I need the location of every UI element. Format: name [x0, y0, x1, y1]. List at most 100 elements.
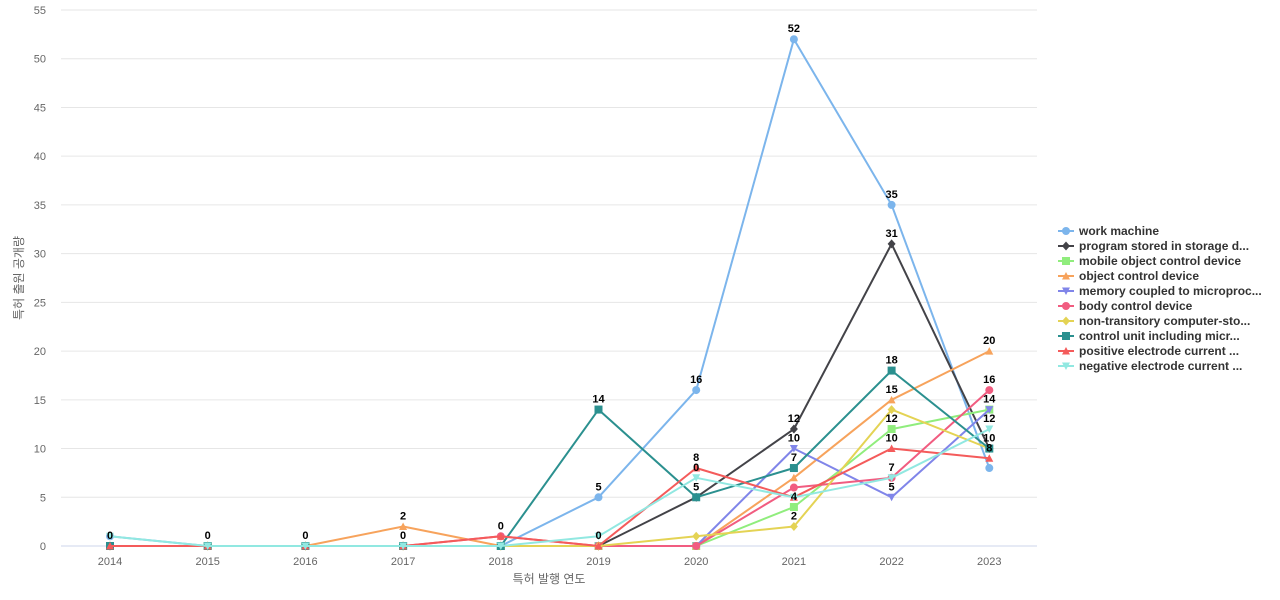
- data-label: 2: [400, 511, 406, 523]
- data-point[interactable]: [985, 444, 994, 453]
- x-tick-label: 2015: [195, 556, 219, 568]
- legend-item[interactable]: mobile object control device: [1058, 254, 1241, 268]
- legend-marker[interactable]: [1062, 257, 1070, 265]
- legend-label: mobile object control device: [1079, 254, 1241, 268]
- data-point[interactable]: [789, 522, 798, 532]
- data-point[interactable]: [985, 454, 994, 462]
- y-tick-label: 20: [34, 346, 46, 358]
- data-point[interactable]: [789, 503, 798, 512]
- legend-marker[interactable]: [1062, 287, 1070, 296]
- data-point[interactable]: [789, 35, 798, 44]
- data-point[interactable]: [203, 542, 212, 551]
- data-label: 16: [983, 374, 995, 386]
- data-point[interactable]: [692, 542, 701, 550]
- x-tick-label: 2021: [782, 556, 806, 568]
- legend-item[interactable]: object control device: [1058, 269, 1199, 283]
- legend-marker[interactable]: [1062, 347, 1070, 355]
- series-6: [106, 386, 994, 550]
- data-point[interactable]: [887, 405, 896, 415]
- data-point[interactable]: [399, 522, 408, 531]
- data-point[interactable]: [887, 444, 896, 453]
- series-line: [110, 242, 991, 547]
- data-point[interactable]: [594, 542, 603, 550]
- data-point[interactable]: [692, 474, 701, 482]
- data-point[interactable]: [692, 493, 701, 502]
- y-tick-label: 5: [40, 492, 46, 504]
- legend-marker[interactable]: [1062, 332, 1070, 340]
- data-point[interactable]: [692, 464, 701, 472]
- legend-item[interactable]: memory coupled to microproc...: [1058, 284, 1262, 298]
- data-label: 20: [983, 335, 995, 347]
- data-point[interactable]: [692, 386, 701, 395]
- legend-item[interactable]: program stored in storage d...: [1058, 239, 1249, 253]
- legend-marker[interactable]: [1062, 227, 1070, 235]
- legend-item[interactable]: positive electrode current ...: [1058, 344, 1239, 358]
- y-tick-label: 45: [34, 102, 46, 114]
- data-point[interactable]: [887, 474, 896, 482]
- data-point[interactable]: [692, 531, 701, 541]
- legend-marker[interactable]: [1062, 302, 1070, 310]
- data-label: 31: [885, 228, 897, 240]
- data-label: 35: [885, 189, 897, 201]
- grid-layer: [61, 9, 1037, 547]
- data-label: 14: [592, 394, 605, 406]
- data-point[interactable]: [496, 532, 505, 540]
- data-label: 0: [205, 530, 211, 542]
- data-point[interactable]: [399, 542, 408, 551]
- data-point[interactable]: [594, 405, 603, 414]
- data-point[interactable]: [594, 532, 603, 541]
- legend-label: control unit including micr...: [1079, 329, 1240, 343]
- data-point[interactable]: [887, 239, 896, 249]
- data-label-layer: 5 16 52 35 12 31 4 12 14 2 15 20 10 5 7 16 0 2 10 0 0 0 0 14 5 7 1…: [107, 23, 996, 542]
- data-label: 16: [690, 374, 702, 386]
- x-axis-title: 특허 발행 연도: [513, 571, 586, 586]
- legend-marker[interactable]: [1062, 362, 1070, 371]
- legend-marker[interactable]: [1062, 316, 1070, 326]
- legend-label: memory coupled to microproc...: [1079, 284, 1262, 298]
- data-label: 8: [693, 452, 699, 464]
- data-point[interactable]: [985, 347, 994, 355]
- legend-item[interactable]: control unit including micr...: [1058, 329, 1240, 343]
- data-point[interactable]: [887, 493, 896, 502]
- data-point[interactable]: [789, 473, 798, 482]
- series-line: [109, 428, 990, 547]
- legend-marker[interactable]: [1062, 241, 1070, 251]
- data-point[interactable]: [106, 542, 114, 550]
- data-point[interactable]: [789, 493, 798, 502]
- data-label: 18: [885, 355, 897, 367]
- data-point[interactable]: [789, 445, 798, 453]
- data-point[interactable]: [985, 464, 994, 473]
- y-tick-label: 40: [34, 151, 46, 163]
- data-point[interactable]: [789, 424, 798, 434]
- y-tick-label: 30: [34, 249, 46, 261]
- legend-label: program stored in storage d...: [1079, 239, 1249, 253]
- y-tick-label: 50: [34, 54, 46, 66]
- y-tick-label: 15: [34, 395, 46, 407]
- legend-label: object control device: [1079, 269, 1199, 283]
- series-1: [106, 35, 994, 550]
- data-point[interactable]: [887, 200, 896, 209]
- data-point[interactable]: [594, 493, 603, 502]
- data-label: 0: [400, 530, 406, 542]
- legend-item[interactable]: negative electrode current ...: [1058, 359, 1242, 373]
- data-point[interactable]: [789, 483, 798, 492]
- data-label: 12: [788, 413, 800, 425]
- data-point[interactable]: [789, 464, 798, 473]
- data-point[interactable]: [301, 542, 310, 551]
- data-point[interactable]: [985, 386, 994, 395]
- legend-item[interactable]: body control device: [1058, 299, 1193, 313]
- legend-marker[interactable]: [1062, 272, 1070, 280]
- data-label: 5: [693, 481, 699, 493]
- data-point[interactable]: [985, 425, 994, 434]
- legend-item[interactable]: work machine: [1058, 224, 1159, 238]
- data-point[interactable]: [887, 425, 896, 434]
- data-point[interactable]: [887, 395, 896, 404]
- data-point[interactable]: [887, 366, 896, 375]
- x-tick-label: 2023: [977, 556, 1001, 568]
- legend-item[interactable]: non-transitory computer-sto...: [1058, 314, 1250, 328]
- data-point[interactable]: [496, 542, 505, 551]
- data-point[interactable]: [106, 532, 114, 541]
- data-point[interactable]: [985, 406, 994, 414]
